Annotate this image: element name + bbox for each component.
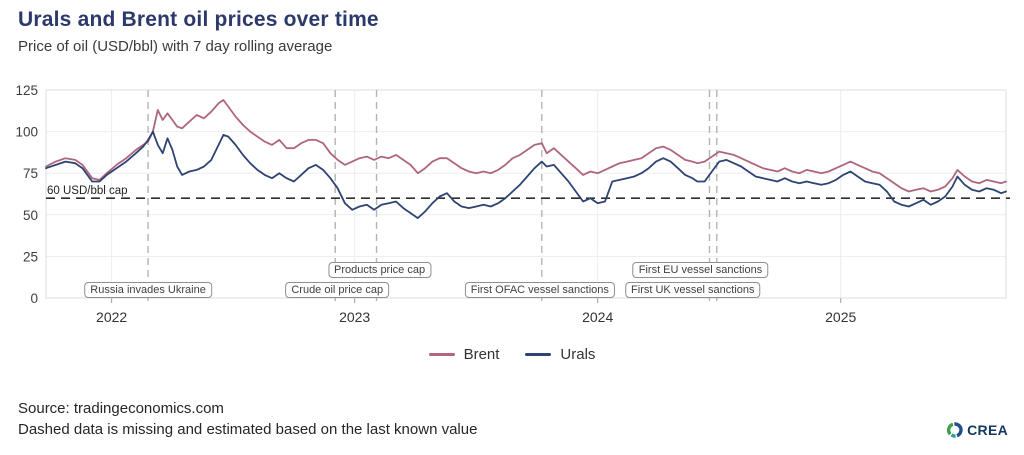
annotation-first-uk-vessel-sanctions: First UK vessel sanctions (625, 282, 761, 298)
y-tick-label: 125 (15, 83, 38, 98)
x-tick-label: 2025 (825, 309, 856, 325)
urals-line[interactable] (45, 130, 1007, 220)
crea-logo-icon (947, 422, 963, 438)
source-text: Source: tradingeconomics.com (18, 400, 224, 417)
price-cap-label: 60 USD/bbl cap (47, 185, 128, 197)
x-tick-label: 2022 (96, 309, 127, 325)
urals-line-swatch (525, 353, 552, 356)
y-tick-label: 75 (23, 166, 38, 181)
annotation-crude-oil-price-cap: Crude oil price cap (285, 282, 390, 298)
legend-item-urals[interactable]: Urals (525, 346, 595, 363)
plot-border (45, 89, 1007, 299)
legend-label-brent: Brent (463, 346, 500, 363)
annotation-first-eu-vessel-sanctions: First EU vessel sanctions (632, 262, 769, 278)
legend-label-urals: Urals (560, 346, 596, 363)
chart-area[interactable]: 0 25 50 75 100 125 2022 2023 2024 2025 Russia inv… (0, 78, 1024, 328)
page-subtitle: Price of oil (USD/bbl) with 7 day rollin… (18, 38, 333, 55)
chart-header: Urals and Brent oil prices over time Pri… (18, 8, 379, 55)
missing-data-note: Dashed data is missing and estimated bas… (18, 421, 478, 438)
legend: Brent Urals (0, 346, 1024, 363)
brent-line[interactable] (45, 99, 1007, 193)
y-tick-label: 25 (23, 249, 38, 264)
legend-item-brent[interactable]: Brent (428, 346, 500, 363)
y-tick-label: 100 (15, 125, 38, 140)
x-tick-label: 2023 (339, 309, 370, 325)
crea-logo-text: CREA (967, 422, 1008, 438)
annotation-russia-invades-ukraine: Russia invades Ukraine (84, 282, 212, 298)
x-tick-label: 2024 (582, 309, 613, 325)
crea-logo: CREA (947, 422, 1008, 438)
price-chart[interactable]: 0 25 50 75 100 125 2022 2023 2024 2025 (0, 78, 1024, 328)
y-tick-label: 50 (23, 208, 38, 223)
brent-line-swatch (428, 353, 455, 356)
y-tick-label: 0 (30, 291, 38, 306)
annotation-first-ofac-vessel-sanctions: First OFAC vessel sanctions (464, 282, 615, 298)
footer: Source: tradingeconomics.com Dashed data… (18, 398, 477, 440)
annotation-products-price-cap: Products price cap (327, 262, 432, 278)
page-title: Urals and Brent oil prices over time (18, 8, 379, 31)
